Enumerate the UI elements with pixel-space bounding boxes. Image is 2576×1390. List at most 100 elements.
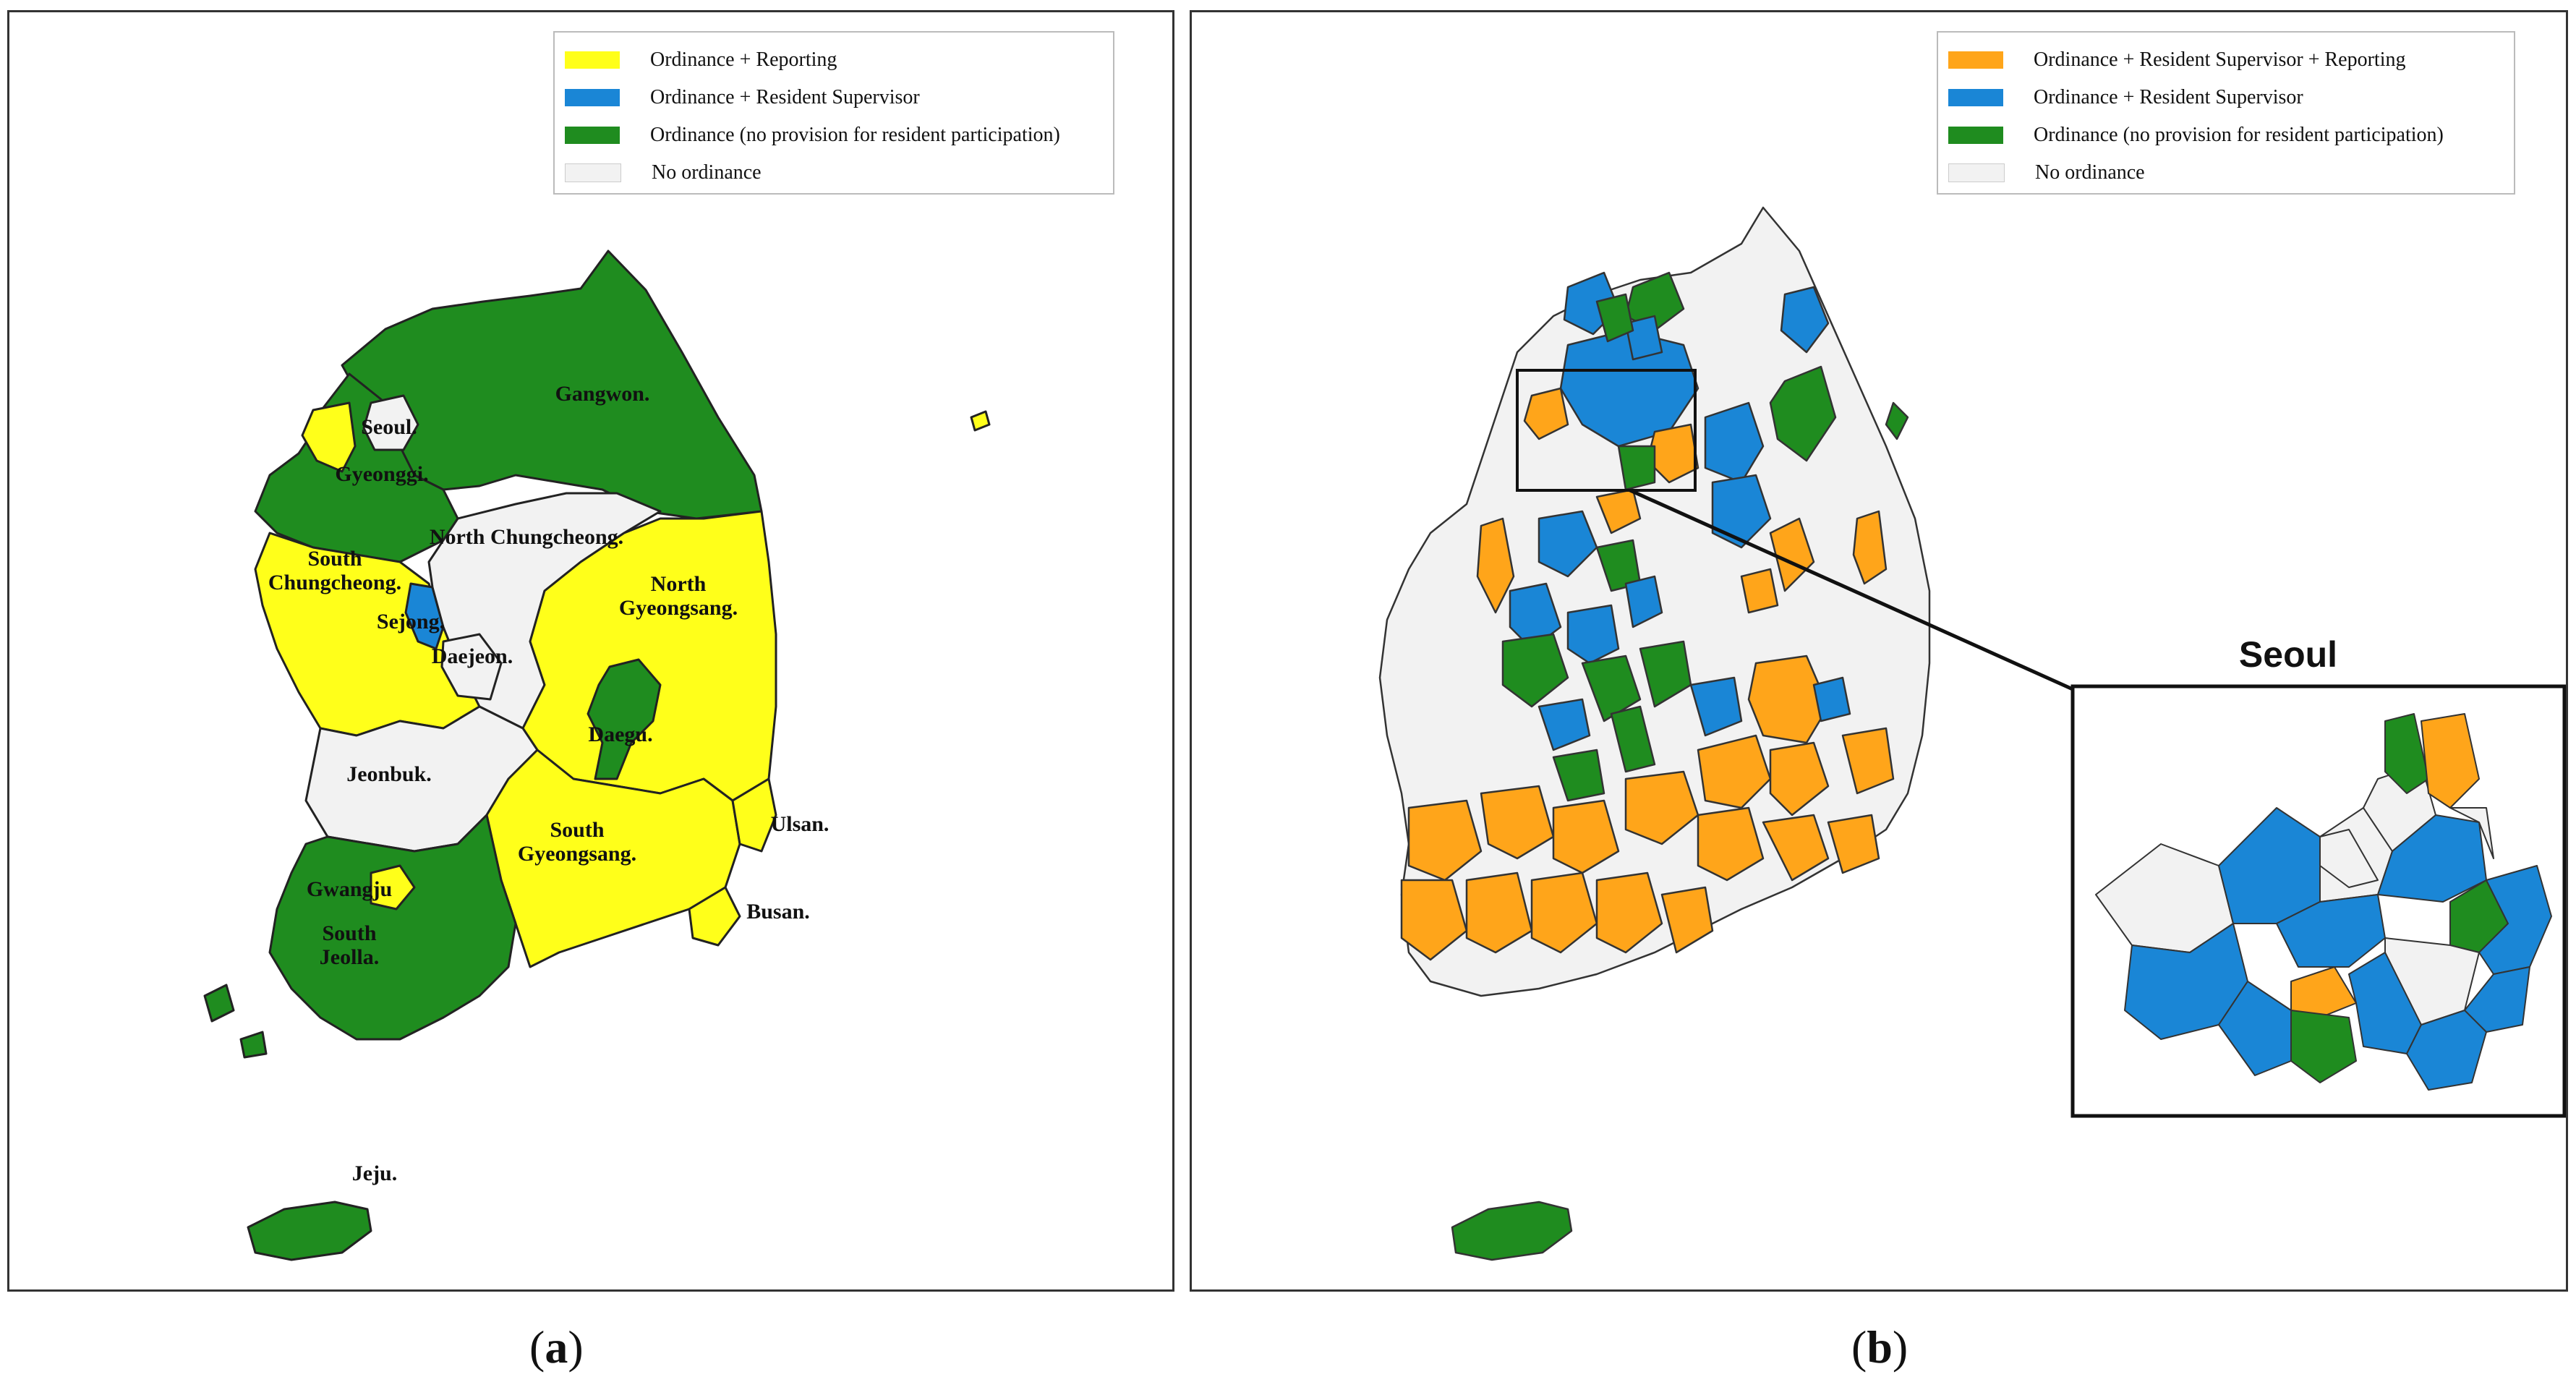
municipality <box>1624 770 1699 845</box>
label-north-chungcheong: North Chungcheong. <box>430 525 623 549</box>
seoul-highlight-box <box>1516 369 1697 492</box>
legend-item: Ordinance + Reporting <box>565 41 1103 79</box>
map-panel-b: Seoul Ordinance + Residen <box>1190 10 2568 1292</box>
municipality <box>1501 633 1569 708</box>
legend-label: No ordinance <box>652 161 762 184</box>
inset-connector-line <box>1629 488 2074 691</box>
label-sejong: Sejong. <box>377 610 445 634</box>
island <box>970 410 991 432</box>
municipality <box>1538 698 1591 751</box>
municipality <box>1407 799 1483 882</box>
seoul-district <box>2449 807 2494 859</box>
region-daegu <box>587 658 662 780</box>
legend-swatch <box>565 127 620 144</box>
municipality <box>1400 879 1468 961</box>
municipality <box>1480 785 1555 860</box>
municipality <box>1780 286 1830 354</box>
map-panel-a: Seoul. Gyeonggi. Gangwon. North Chungche… <box>7 10 1174 1292</box>
region-seoul <box>362 394 419 451</box>
seoul-district <box>2290 966 2357 1018</box>
label-south-chungcheong-2: Chungcheong. <box>268 571 401 594</box>
municipality <box>1769 741 1830 816</box>
korea-province-map: Seoul. Gyeonggi. Gangwon. North Chungche… <box>203 250 991 1261</box>
legend-a: Ordinance + Reporting Ordinance + Reside… <box>553 31 1114 195</box>
municipality <box>1769 517 1815 592</box>
region-daejeon <box>440 633 503 701</box>
seoul-district <box>2421 713 2480 809</box>
legend-item: Ordinance (no provision for resident par… <box>565 116 1103 154</box>
municipality <box>1689 676 1743 737</box>
inset-title: Seoul <box>2239 634 2337 675</box>
municipality <box>1523 387 1569 440</box>
caption-a: (a) <box>529 1321 584 1373</box>
label-jeonbuk: Jeonbuk. <box>346 762 432 786</box>
municipality <box>1465 871 1533 954</box>
korea-municipality-map: Seoul <box>1378 206 2566 1261</box>
region-south-gyeongsang <box>485 749 741 968</box>
municipality <box>1827 814 1880 874</box>
municipality <box>1610 705 1656 773</box>
label-ulsan: Ulsan. <box>771 812 829 836</box>
seoul-district <box>2384 713 2429 794</box>
municipality <box>1624 575 1663 628</box>
municipality <box>1530 871 1598 954</box>
municipality <box>1697 734 1772 809</box>
region-incheon <box>301 401 357 473</box>
legend-b: Ordinance + Resident Supervisor + Report… <box>1937 31 2515 195</box>
municipality <box>1697 806 1765 882</box>
legend-swatch <box>1948 127 2003 144</box>
label-gangwon: Gangwon. <box>555 382 650 406</box>
municipality <box>1747 655 1830 744</box>
island <box>239 1031 268 1059</box>
legend-swatch <box>1948 163 2005 182</box>
label-jeju: Jeju. <box>352 1161 398 1185</box>
label-north-gyeongsang-2: Gyeongsang. <box>619 596 738 620</box>
municipality <box>1769 365 1837 462</box>
legend-label: Ordinance (no provision for resident par… <box>2034 124 2444 146</box>
municipality <box>1852 510 1888 585</box>
legend-item: Ordinance + Resident Supervisor <box>565 79 1103 116</box>
legend-label: No ordinance <box>2035 161 2145 184</box>
municipality <box>1885 401 1909 440</box>
municipality <box>1617 445 1656 491</box>
region-south-jeolla <box>268 814 517 1041</box>
municipality <box>1538 510 1598 578</box>
caption-b: (b) <box>1851 1321 1908 1373</box>
legend-label: Ordinance + Resident Supervisor + Report… <box>2034 48 2406 71</box>
municipality-jeju <box>1451 1201 1573 1261</box>
region-gwangju <box>370 864 416 911</box>
legend-item: Ordinance + Resident Supervisor + Report… <box>1948 41 2504 79</box>
label-daegu: Daegu. <box>588 722 652 746</box>
region-ulsan <box>731 777 777 853</box>
seoul-district <box>2218 981 2292 1076</box>
legend-label: Ordinance + Reporting <box>650 48 837 71</box>
legend-label: Ordinance (no provision for resident par… <box>650 124 1060 146</box>
legend-item: Ordinance + Resident Supervisor <box>1948 79 2504 116</box>
label-south-gyeongsang-2: Gyeongsang. <box>518 842 636 866</box>
label-south-chungcheong-1: South <box>307 547 362 571</box>
region-jeju <box>247 1201 372 1261</box>
legend-item: No ordinance <box>1948 154 2504 192</box>
municipality <box>1740 568 1779 614</box>
municipality <box>1711 474 1772 549</box>
label-north-gyeongsang-1: North <box>651 572 707 596</box>
municipality <box>1476 517 1515 614</box>
municipality <box>1552 749 1605 802</box>
label-south-gyeongsang-1: South <box>550 818 604 842</box>
label-gyeonggi: Gyeonggi. <box>335 462 428 486</box>
seoul-district <box>2319 829 2379 888</box>
legend-swatch <box>565 89 620 106</box>
caption-letter-a: a <box>545 1321 568 1373</box>
legend-swatch <box>1948 51 2003 69</box>
legend-item: Ordinance (no provision for resident par… <box>1948 116 2504 154</box>
label-south-jeolla-2: Jeolla. <box>320 945 380 969</box>
label-busan: Busan. <box>746 900 810 924</box>
region-busan <box>688 886 741 947</box>
municipality <box>1595 293 1634 343</box>
caption-letter-b: b <box>1867 1321 1893 1373</box>
legend-label: Ordinance + Resident Supervisor <box>650 86 920 108</box>
municipality <box>1595 871 1663 954</box>
label-daejeon: Daejeon. <box>432 644 513 668</box>
island <box>203 984 235 1023</box>
municipality <box>1595 488 1642 534</box>
